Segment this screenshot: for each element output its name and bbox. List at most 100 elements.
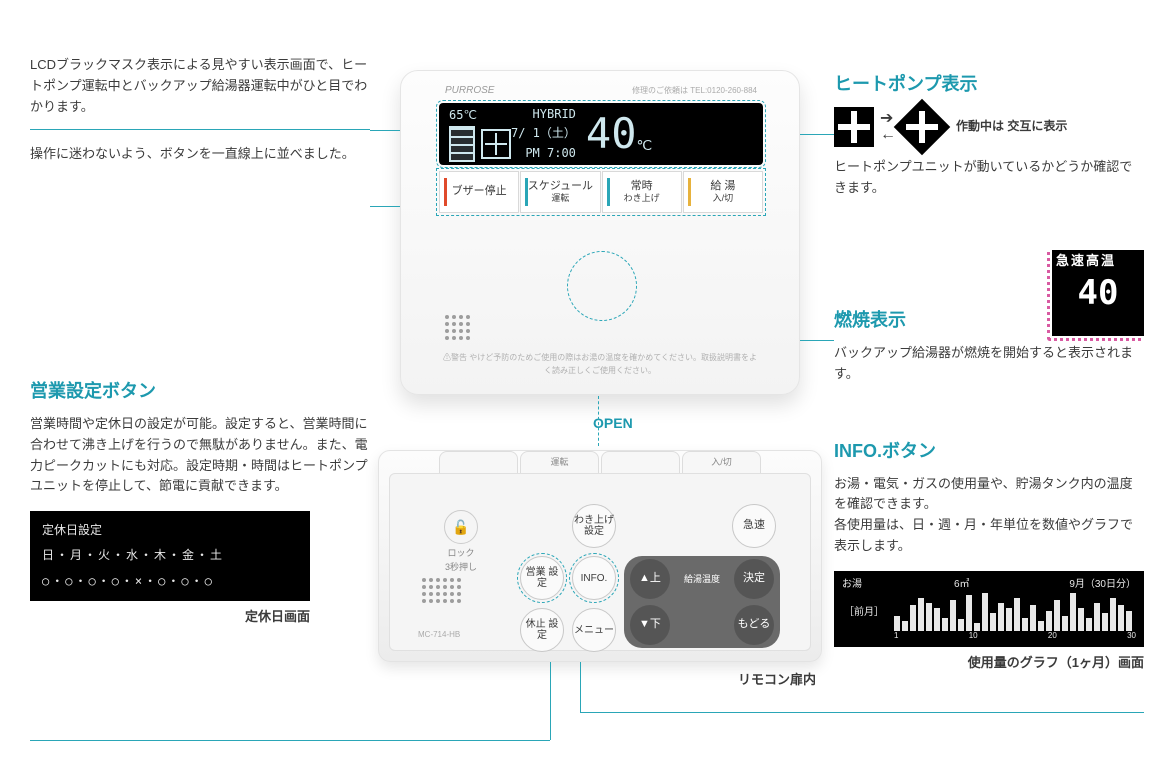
- dpad-mid-label: 給湯温度: [684, 574, 720, 585]
- hp-title: ヒートポンプ表示: [834, 70, 1144, 99]
- door-tab: [439, 451, 518, 473]
- hp-icon-b: [894, 99, 951, 156]
- connector: [550, 662, 551, 740]
- lcd-description: LCDブラックマスク表示による見やすい表示画面で、ヒートポンプ運転中とバックアッ…: [30, 55, 370, 117]
- connector: [800, 340, 834, 341]
- graph-bar: [894, 616, 900, 631]
- graph-label-center: 6㎥: [954, 577, 970, 593]
- lock-button[interactable]: 🔓 ロック 3秒押し: [444, 510, 478, 575]
- hp-body: ヒートポンプユニットが動いているかどうか確認できます。: [834, 157, 1144, 199]
- burn-body: バックアップ給湯器が燃焼を開始すると表示されます。: [834, 343, 1144, 385]
- info-title: INFO.ボタン: [834, 437, 1144, 466]
- lcd-big-temp: 40: [586, 113, 637, 155]
- round-button-grid: わき上げ 設定 営業 設定 INFO. 休止 設定 メニュー: [520, 504, 616, 652]
- lcd-date: 7/ 1（土）: [511, 124, 576, 143]
- remote-bottom-caption: リモコン扉内: [738, 670, 816, 691]
- left-column: LCDブラックマスク表示による見やすい表示画面で、ヒートポンプ運転中とバックアッ…: [30, 55, 370, 628]
- main-button[interactable]: ブザー停止: [439, 171, 519, 213]
- lcd-mode-block: HYBRID 7/ 1（土） PM 7:00: [511, 105, 576, 163]
- tel-label: 修理のご依頼は TEL:0120-260-884: [632, 85, 757, 98]
- menu-button[interactable]: メニュー: [572, 608, 616, 652]
- hp-icon-row: ➔← 作動中は 交互に表示: [834, 107, 1144, 147]
- usage-graph: お湯 6㎥ 9月（30日分） ［前月］ 1102030: [834, 571, 1144, 647]
- divider: [30, 129, 370, 130]
- burn-badge: 急速高温 40: [1052, 250, 1144, 336]
- graph-label-right: 9月（30日分）: [1069, 577, 1136, 593]
- dpad: ▲上 給湯温度 決定 ▼下 もどる: [624, 556, 780, 648]
- graph-bar: [910, 605, 916, 630]
- hp-side-label: 作動中は 交互に表示: [956, 118, 1067, 135]
- door-tab: [601, 451, 680, 473]
- dpad-up[interactable]: ▲上: [630, 559, 670, 599]
- warning-text: ⚠警告 やけど予防のためご使用の際はお湯の温度を確かめてください。取扱説明書をよ…: [441, 352, 759, 378]
- holiday-caption: 定休日画面: [30, 607, 310, 628]
- dpad-down[interactable]: ▼下: [630, 605, 670, 645]
- graph-bar: [1054, 600, 1060, 630]
- door-panel: 🔓 ロック 3秒押し わき上げ 設定 営業 設定 INFO. 休止 設定 メニュ…: [389, 473, 811, 651]
- connector: [580, 662, 581, 712]
- main-button[interactable]: 常時わき上げ: [602, 171, 682, 213]
- graph-bar: [926, 603, 932, 631]
- holiday-days: 日・月・火・水・木・金・土: [42, 546, 298, 565]
- graph-bar: [1110, 598, 1116, 631]
- right-column: ヒートポンプ表示 ➔← 作動中は 交互に表示 ヒートポンプユニットが動いているか…: [834, 70, 1144, 674]
- graph-bar: [1030, 605, 1036, 630]
- remote-bottom: 運転 入/切 🔓 ロック 3秒押し わき上げ 設定 営業 設定 INFO. 休止 …: [378, 450, 822, 662]
- graph-bar: [1118, 605, 1124, 630]
- button-row: ブザー停止 スケジュール運転 常時わき上げ 給 湯入/切: [439, 171, 763, 213]
- graph-bar: [1094, 603, 1100, 631]
- graph-axis-tick: 30: [1127, 630, 1136, 643]
- connector: [370, 206, 400, 207]
- main-button[interactable]: 給 湯入/切: [683, 171, 763, 213]
- graph-bar: [1126, 611, 1132, 631]
- graph-bar: [1062, 616, 1068, 631]
- graph-bar: [990, 613, 996, 631]
- graph-caption: 使用量のグラフ（1ヶ月）画面: [834, 653, 1144, 674]
- graph-label-left: お湯: [842, 579, 862, 590]
- graph-bars: [894, 593, 1136, 631]
- tank-icon: [449, 126, 475, 162]
- connector: [30, 740, 550, 741]
- door-tab: 入/切: [682, 451, 761, 473]
- graph-bar: [966, 595, 972, 630]
- graph-bar: [942, 618, 948, 631]
- graph-bar: [1086, 618, 1092, 631]
- speaker-grille-2: [422, 578, 461, 603]
- eigyo-body: 営業時間や定休日の設定が可能。設定すると、営業時間に合わせて沸き上げを行うので無…: [30, 414, 370, 497]
- wakiage-button[interactable]: わき上げ 設定: [572, 504, 616, 548]
- graph-bar: [1046, 611, 1052, 631]
- lcd-unit: ℃: [636, 135, 652, 157]
- graph-bar: [934, 608, 940, 631]
- main-button[interactable]: スケジュール運転: [520, 171, 600, 213]
- eigyo-button[interactable]: 営業 設定: [520, 556, 564, 600]
- graph-axis-tick: 10: [969, 630, 978, 643]
- dial-outline[interactable]: [567, 251, 637, 321]
- rapid-button[interactable]: 急速: [732, 504, 776, 548]
- connector: [580, 712, 1144, 713]
- heatpump-icon: [481, 129, 511, 159]
- graph-prev[interactable]: ［前月］: [844, 605, 884, 621]
- connector: [370, 130, 400, 131]
- lock-label: ロック: [444, 546, 478, 560]
- lock-icon: 🔓: [444, 510, 478, 544]
- door-tab: 運転: [520, 451, 599, 473]
- kyushi-button[interactable]: 休止 設定: [520, 608, 564, 652]
- graph-axis: 1102030: [894, 630, 1136, 643]
- graph-bar: [1070, 593, 1076, 631]
- graph-axis-tick: 1: [894, 630, 898, 643]
- holiday-screen: 定休日設定 日・月・火・水・木・金・土 ○・○・○・○・×・○・○・○: [30, 511, 310, 601]
- info-button[interactable]: INFO.: [572, 556, 616, 600]
- graph-bar: [1022, 618, 1028, 631]
- remote-top: PURROSE 修理のご依頼は TEL:0120-260-884 65℃ HYB…: [400, 70, 800, 395]
- lcd-mode: HYBRID: [511, 105, 576, 124]
- lcd-display: 65℃ HYBRID 7/ 1（土） PM 7:00 40 ℃: [439, 103, 763, 165]
- graph-bar: [982, 593, 988, 631]
- dpad-ok[interactable]: 決定: [734, 559, 774, 599]
- graph-bar: [998, 603, 1004, 631]
- graph-bar: [1014, 598, 1020, 631]
- lcd-tank-temp: 65℃: [449, 106, 507, 125]
- graph-bar: [918, 598, 924, 631]
- info-body: お湯・電気・ガスの使用量や、貯湯タンク内の温度を確認できます。 各使用量は、日・…: [834, 474, 1144, 557]
- dpad-back[interactable]: もどる: [734, 605, 774, 645]
- graph-bar: [1006, 608, 1012, 631]
